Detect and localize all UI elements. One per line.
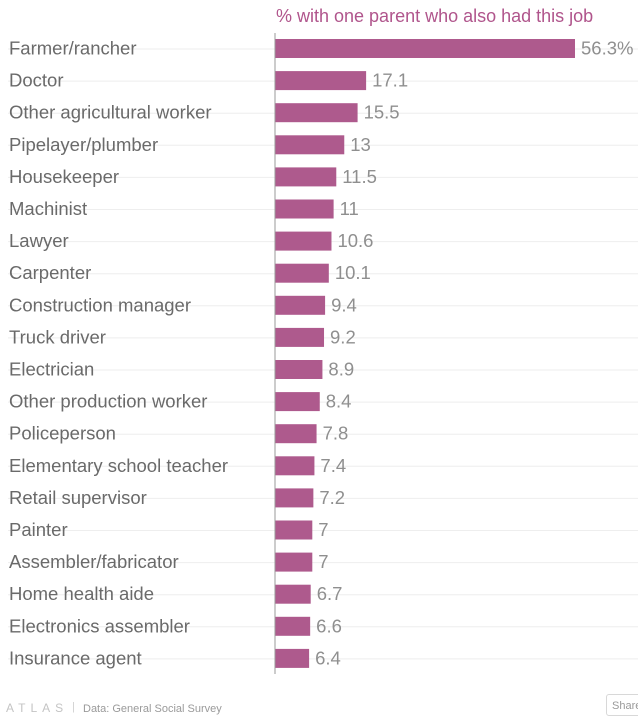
bar[interactable] (275, 424, 317, 444)
category-label: Assembler/fabricator (9, 551, 179, 572)
bar[interactable] (275, 488, 314, 508)
data-label: 6.6 (316, 615, 342, 636)
data-label: 6.7 (317, 583, 343, 604)
atlas-logo[interactable]: ATLAS (6, 701, 69, 715)
category-label: Policeperson (9, 423, 116, 444)
bar[interactable] (275, 552, 313, 572)
bar[interactable] (275, 327, 325, 347)
bar[interactable] (275, 103, 358, 123)
bar[interactable] (275, 648, 310, 668)
category-label: Retail supervisor (9, 487, 147, 508)
bar[interactable] (275, 392, 320, 412)
data-label: 7.4 (320, 455, 346, 476)
source-note: Data: General Social Survey (83, 703, 222, 715)
bar[interactable] (275, 295, 326, 315)
data-label: 8.4 (326, 391, 352, 412)
bar[interactable] (275, 616, 311, 636)
data-label: 15.5 (364, 102, 400, 123)
data-label: 7 (318, 519, 328, 540)
data-label: 56.3% (581, 38, 633, 59)
data-label: 9.4 (331, 294, 357, 315)
grid-lines (8, 48, 638, 660)
category-label: Farmer/rancher (9, 38, 136, 59)
category-label: Painter (9, 519, 68, 540)
data-label: 7 (318, 551, 328, 572)
value-labels: 56.3% 17.1 15.5 13 11.5 11 10.6 10.1 9.4 9.2 8.9 8.… (315, 38, 633, 669)
data-label: 7.2 (319, 487, 345, 508)
footer: ATLAS | Data: General Social Survey Shar… (0, 694, 638, 718)
category-label: Other production worker (9, 391, 207, 412)
category-label: Home health aide (9, 583, 154, 604)
data-label: 17.1 (372, 70, 408, 91)
category-label: Insurance agent (9, 647, 142, 668)
data-label: 11.5 (342, 166, 377, 187)
bar-chart: % with one parent who also had this job … (8, 6, 638, 674)
bar[interactable] (275, 231, 332, 251)
category-label: Housekeeper (9, 166, 119, 187)
bar[interactable] (275, 584, 311, 604)
category-label: Carpenter (9, 262, 91, 283)
bar[interactable] (275, 456, 315, 476)
category-label: Other agricultural worker (9, 102, 212, 123)
data-label: 10.6 (337, 230, 373, 251)
data-label: 8.9 (328, 359, 354, 380)
category-label: Electrician (9, 359, 94, 380)
data-label: 6.4 (315, 647, 341, 668)
bar[interactable] (275, 167, 337, 187)
data-label: 10.1 (335, 262, 371, 283)
data-label: 9.2 (330, 326, 356, 347)
category-label: Elementary school teacher (9, 455, 228, 476)
category-label: Pipelayer/plumber (9, 134, 158, 155)
bar[interactable] (275, 135, 345, 155)
data-label: 11 (340, 198, 359, 219)
series-title: % with one parent who also had this job (276, 6, 593, 26)
category-label: Doctor (9, 70, 64, 91)
bar[interactable] (275, 360, 323, 379)
data-label: 7.8 (323, 423, 349, 444)
bar[interactable] (275, 199, 334, 219)
bar[interactable] (275, 71, 367, 91)
bars (275, 39, 575, 668)
footer-separator: | (72, 701, 75, 713)
category-label: Truck driver (9, 326, 106, 347)
category-label: Construction manager (9, 294, 191, 315)
data-label: 13 (350, 134, 371, 155)
bar[interactable] (275, 263, 329, 283)
category-label: Lawyer (9, 230, 69, 251)
bar[interactable] (275, 520, 313, 540)
category-labels: Farmer/rancher Doctor Other agricultural w… (9, 38, 228, 669)
share-button[interactable]: Share (606, 694, 638, 716)
category-label: Electronics assembler (9, 615, 190, 636)
category-label: Machinist (9, 198, 87, 219)
bar[interactable] (275, 39, 575, 58)
